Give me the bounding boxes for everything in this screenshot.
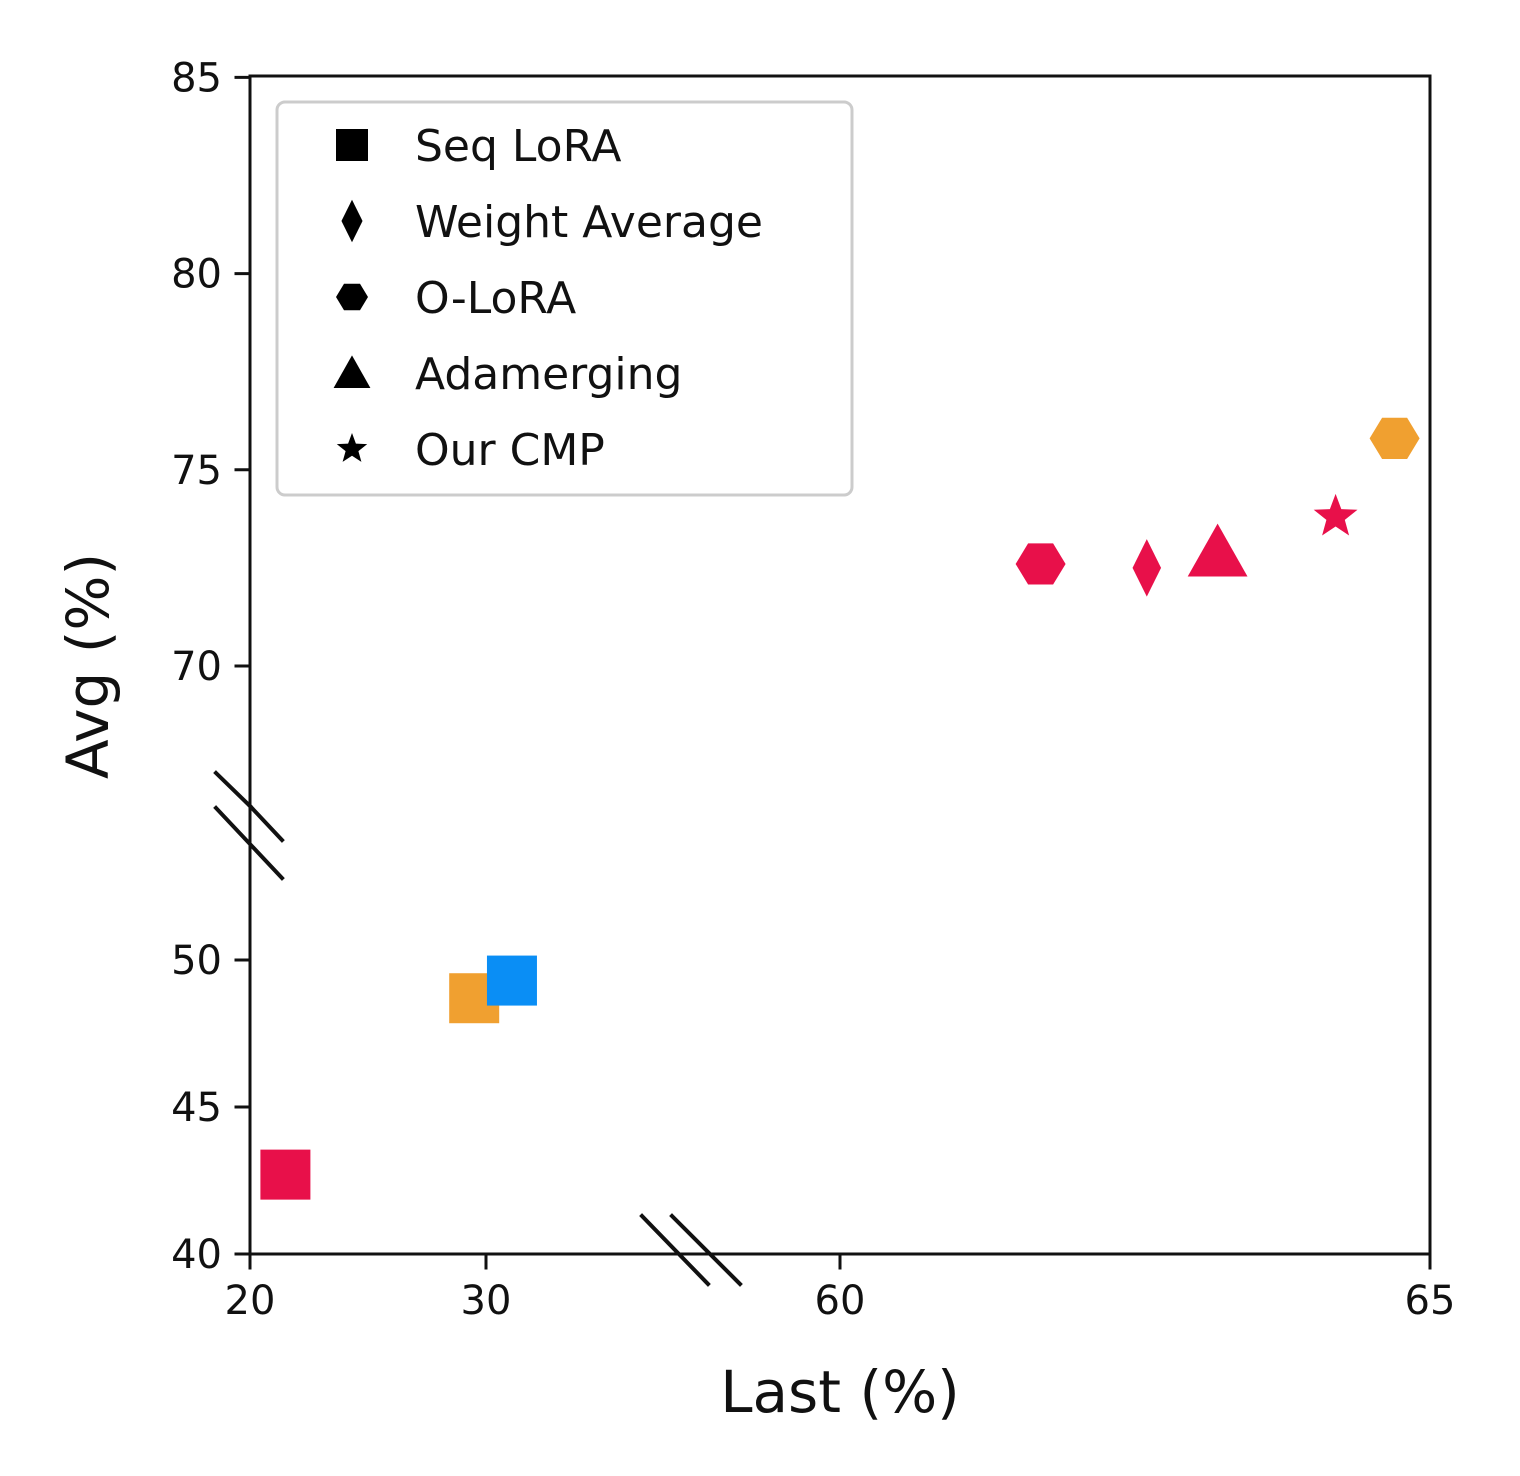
point-adamerging — [1187, 523, 1248, 577]
point-o-lora — [1015, 543, 1066, 585]
legend-label: Adamerging — [415, 349, 682, 400]
data-points — [260, 417, 1420, 1200]
legend-label: Weight Average — [415, 197, 763, 248]
y-tick-label: 85 — [171, 55, 222, 101]
legend-label: O-LoRA — [415, 273, 576, 324]
x-axis-break-mark — [669, 1213, 743, 1287]
y-axis-title: Avg (%) — [54, 553, 122, 779]
legend-hexagon-icon — [336, 283, 368, 311]
y-tick-label: 75 — [171, 448, 222, 494]
y-axis-break-mark — [213, 770, 253, 809]
legend-box — [275, 100, 854, 497]
y-tick-label: 70 — [171, 644, 222, 690]
y-tick-label: 45 — [171, 1085, 222, 1131]
point-weight-average — [1132, 539, 1162, 597]
legend: Seq LoRA Weight Average O-LoRA Adamerging Ou… — [275, 100, 854, 497]
tick-marks: 20306065707540455070758085 — [171, 55, 1456, 1324]
x-axis-title: Last (%) — [720, 1358, 960, 1426]
point-our-cmp — [1313, 493, 1358, 536]
y-tick-label: 40 — [171, 1232, 222, 1278]
legend-triangle-icon — [333, 355, 371, 388]
legend-square-icon — [336, 129, 368, 161]
legend-star-icon — [336, 433, 368, 462]
x-tick-label: 60 — [815, 1278, 866, 1324]
point-seq-lora — [486, 955, 537, 1006]
x-tick-label: 30 — [461, 1278, 512, 1324]
y-axis-break-mark — [247, 803, 285, 843]
y-tick-label: 80 — [171, 252, 222, 298]
x-tick-label: 65 — [1405, 1278, 1456, 1324]
x-tick-label: 20 — [225, 1278, 276, 1324]
legend-label: Our CMP — [415, 425, 605, 476]
y-axis-break-mark — [213, 805, 285, 881]
y-tick-label: 50 — [171, 938, 222, 984]
point-seq-lora — [260, 1149, 311, 1200]
legend-label: Seq LoRA — [415, 121, 621, 172]
legend-diamond-icon — [341, 199, 363, 243]
point-o-lora — [1369, 417, 1420, 459]
x-axis-break-mark — [639, 1213, 711, 1287]
axis-breaks — [213, 770, 743, 1287]
